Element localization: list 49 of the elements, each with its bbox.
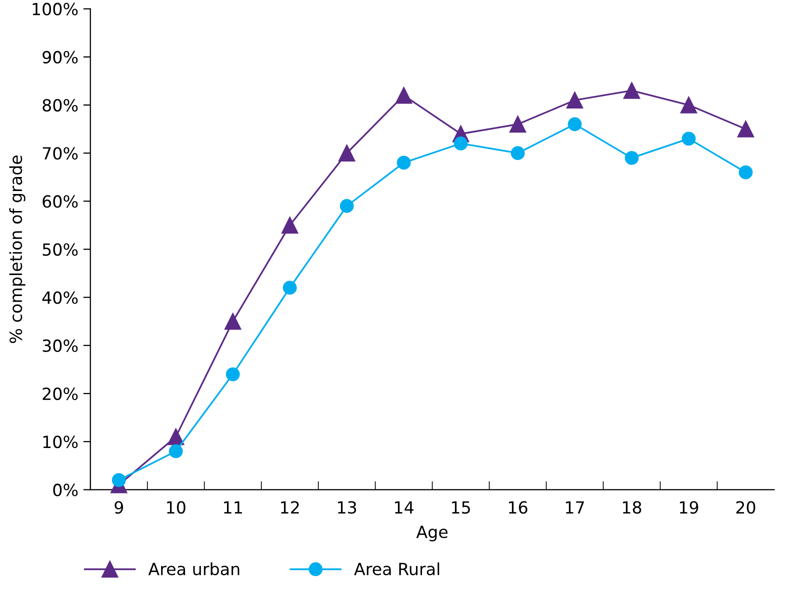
point	[737, 120, 754, 138]
y-tick-label: 80%	[42, 98, 78, 112]
x-tick-label: 10	[167, 501, 186, 514]
point	[624, 150, 639, 165]
y-tick-label: 100%	[32, 2, 78, 16]
y-tick-label: 10%	[43, 436, 78, 448]
point	[568, 117, 582, 132]
x-tick-label: 14	[395, 501, 414, 514]
point	[224, 313, 242, 330]
y-tick-label: 20%	[42, 387, 78, 400]
y-axis-title: % completion of grade	[9, 156, 26, 343]
y-tick-label: 50%	[42, 243, 78, 256]
point	[395, 87, 412, 104]
x-axis-title: Age	[416, 526, 448, 542]
x-tick-label: 18	[622, 501, 642, 514]
x-tick-label: 11	[224, 501, 242, 514]
point	[168, 444, 183, 458]
point	[623, 82, 640, 99]
legend-label: Area urban	[148, 562, 240, 576]
y-tick-label: 60%	[42, 195, 78, 208]
point	[738, 165, 753, 180]
point	[168, 428, 184, 446]
y-tick-label: 30%	[42, 339, 78, 352]
point	[112, 473, 126, 488]
point	[282, 280, 297, 295]
y-tick-label: 90%	[42, 50, 78, 64]
x-tick-label: 12	[281, 501, 299, 514]
y-tick-label: 40%	[42, 291, 78, 304]
x-tick-label: 17	[566, 501, 584, 514]
point	[340, 199, 354, 213]
x-tick-label: 13	[338, 501, 356, 514]
point	[454, 136, 468, 150]
point	[510, 146, 525, 160]
point	[338, 144, 356, 162]
point	[509, 116, 526, 133]
y-tick-label: 70%	[42, 147, 78, 160]
x-tick-label: 20	[736, 501, 756, 514]
point	[566, 92, 584, 109]
legend-label: Area Rural	[354, 562, 440, 576]
point	[396, 156, 411, 170]
point	[226, 367, 240, 382]
x-tick-label: 9	[114, 501, 124, 514]
x-tick-label: 15	[452, 501, 470, 514]
x-tick-label: 19	[680, 501, 698, 514]
x-tick-label: 16	[509, 501, 528, 514]
point	[282, 216, 298, 234]
point	[680, 96, 698, 114]
point	[682, 132, 696, 146]
y-tick-label: 0%	[53, 484, 78, 496]
